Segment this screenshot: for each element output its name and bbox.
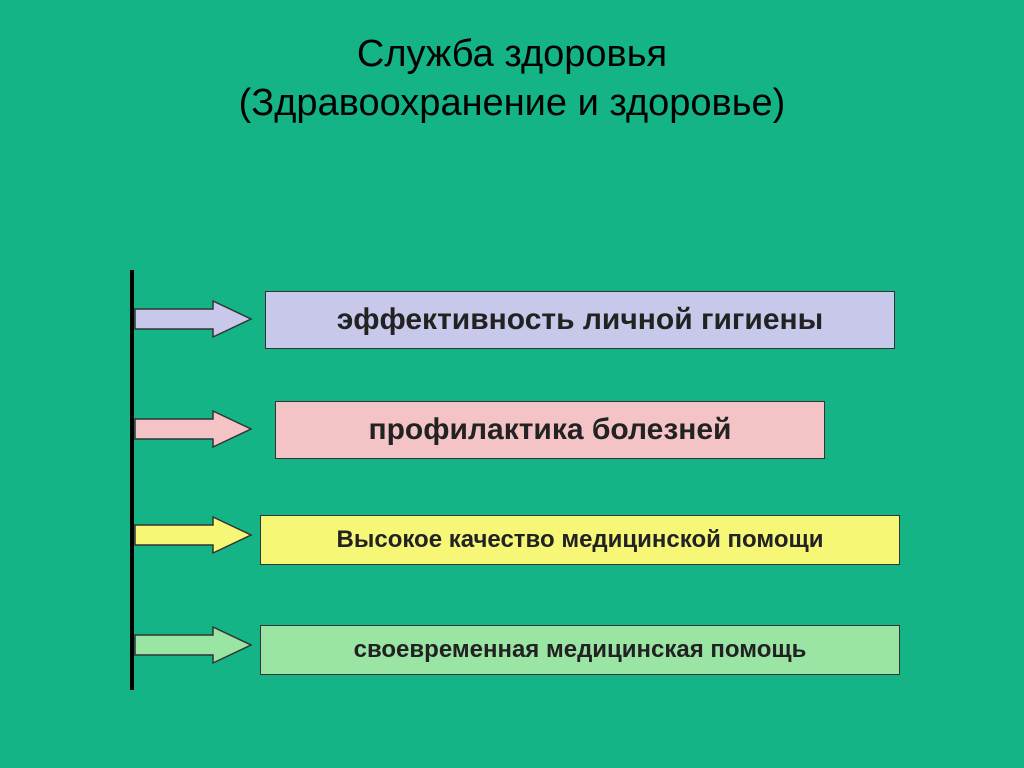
diagram-box: эффективность личной гигиены xyxy=(265,291,895,349)
slide-title: Служба здоровья (Здравоохранение и здоро… xyxy=(0,0,1024,129)
diagram-box: профилактика болезней xyxy=(275,401,825,459)
title-line-1: Служба здоровья xyxy=(0,30,1024,79)
arrow-icon xyxy=(133,299,253,344)
diagram-box: Высокое качество медицинской помощи xyxy=(260,515,900,565)
arrow-icon xyxy=(133,625,253,670)
title-line-2: (Здравоохранение и здоровье) xyxy=(0,79,1024,128)
arrow-icon xyxy=(133,515,253,560)
diagram-box: своевременная медицинская помощь xyxy=(260,625,900,675)
arrow-icon xyxy=(133,409,253,454)
